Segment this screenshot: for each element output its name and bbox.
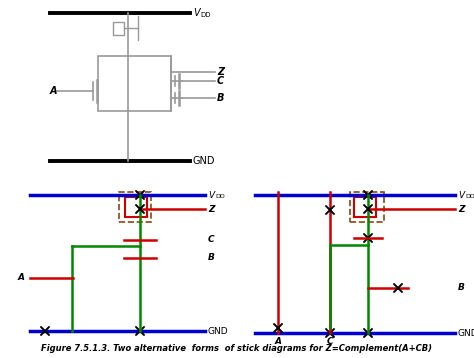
Bar	[119, 192, 151, 222]
Text: A: A	[18, 274, 25, 282]
Text: A: A	[50, 86, 57, 96]
Bar	[113, 22, 124, 35]
Text: Z: Z	[217, 67, 224, 77]
Text: DD: DD	[215, 194, 225, 199]
Bar	[125, 197, 147, 217]
Text: DD: DD	[465, 194, 474, 199]
Bar	[350, 192, 384, 222]
Text: A: A	[274, 337, 282, 346]
Text: B: B	[458, 284, 465, 292]
Text: Z: Z	[208, 204, 215, 213]
Bar	[354, 197, 376, 217]
Text: GND: GND	[193, 156, 216, 166]
Text: C: C	[217, 76, 224, 86]
Text: B: B	[217, 93, 224, 103]
Text: Figure 7.5.1.3. Two alternative  forms  of stick diagrams for Z=Complement(A+CB): Figure 7.5.1.3. Two alternative forms of…	[42, 344, 432, 353]
Text: $V$: $V$	[458, 189, 467, 199]
Text: B: B	[208, 253, 215, 262]
Text: GND: GND	[208, 326, 228, 335]
Text: C: C	[327, 337, 333, 346]
Text: DD: DD	[200, 12, 210, 18]
Text: GND: GND	[458, 329, 474, 338]
Text: $V$: $V$	[193, 6, 202, 18]
Bar	[98, 56, 171, 111]
Text: $V$: $V$	[208, 189, 217, 199]
Text: C: C	[208, 236, 215, 245]
Text: Z: Z	[458, 204, 465, 213]
